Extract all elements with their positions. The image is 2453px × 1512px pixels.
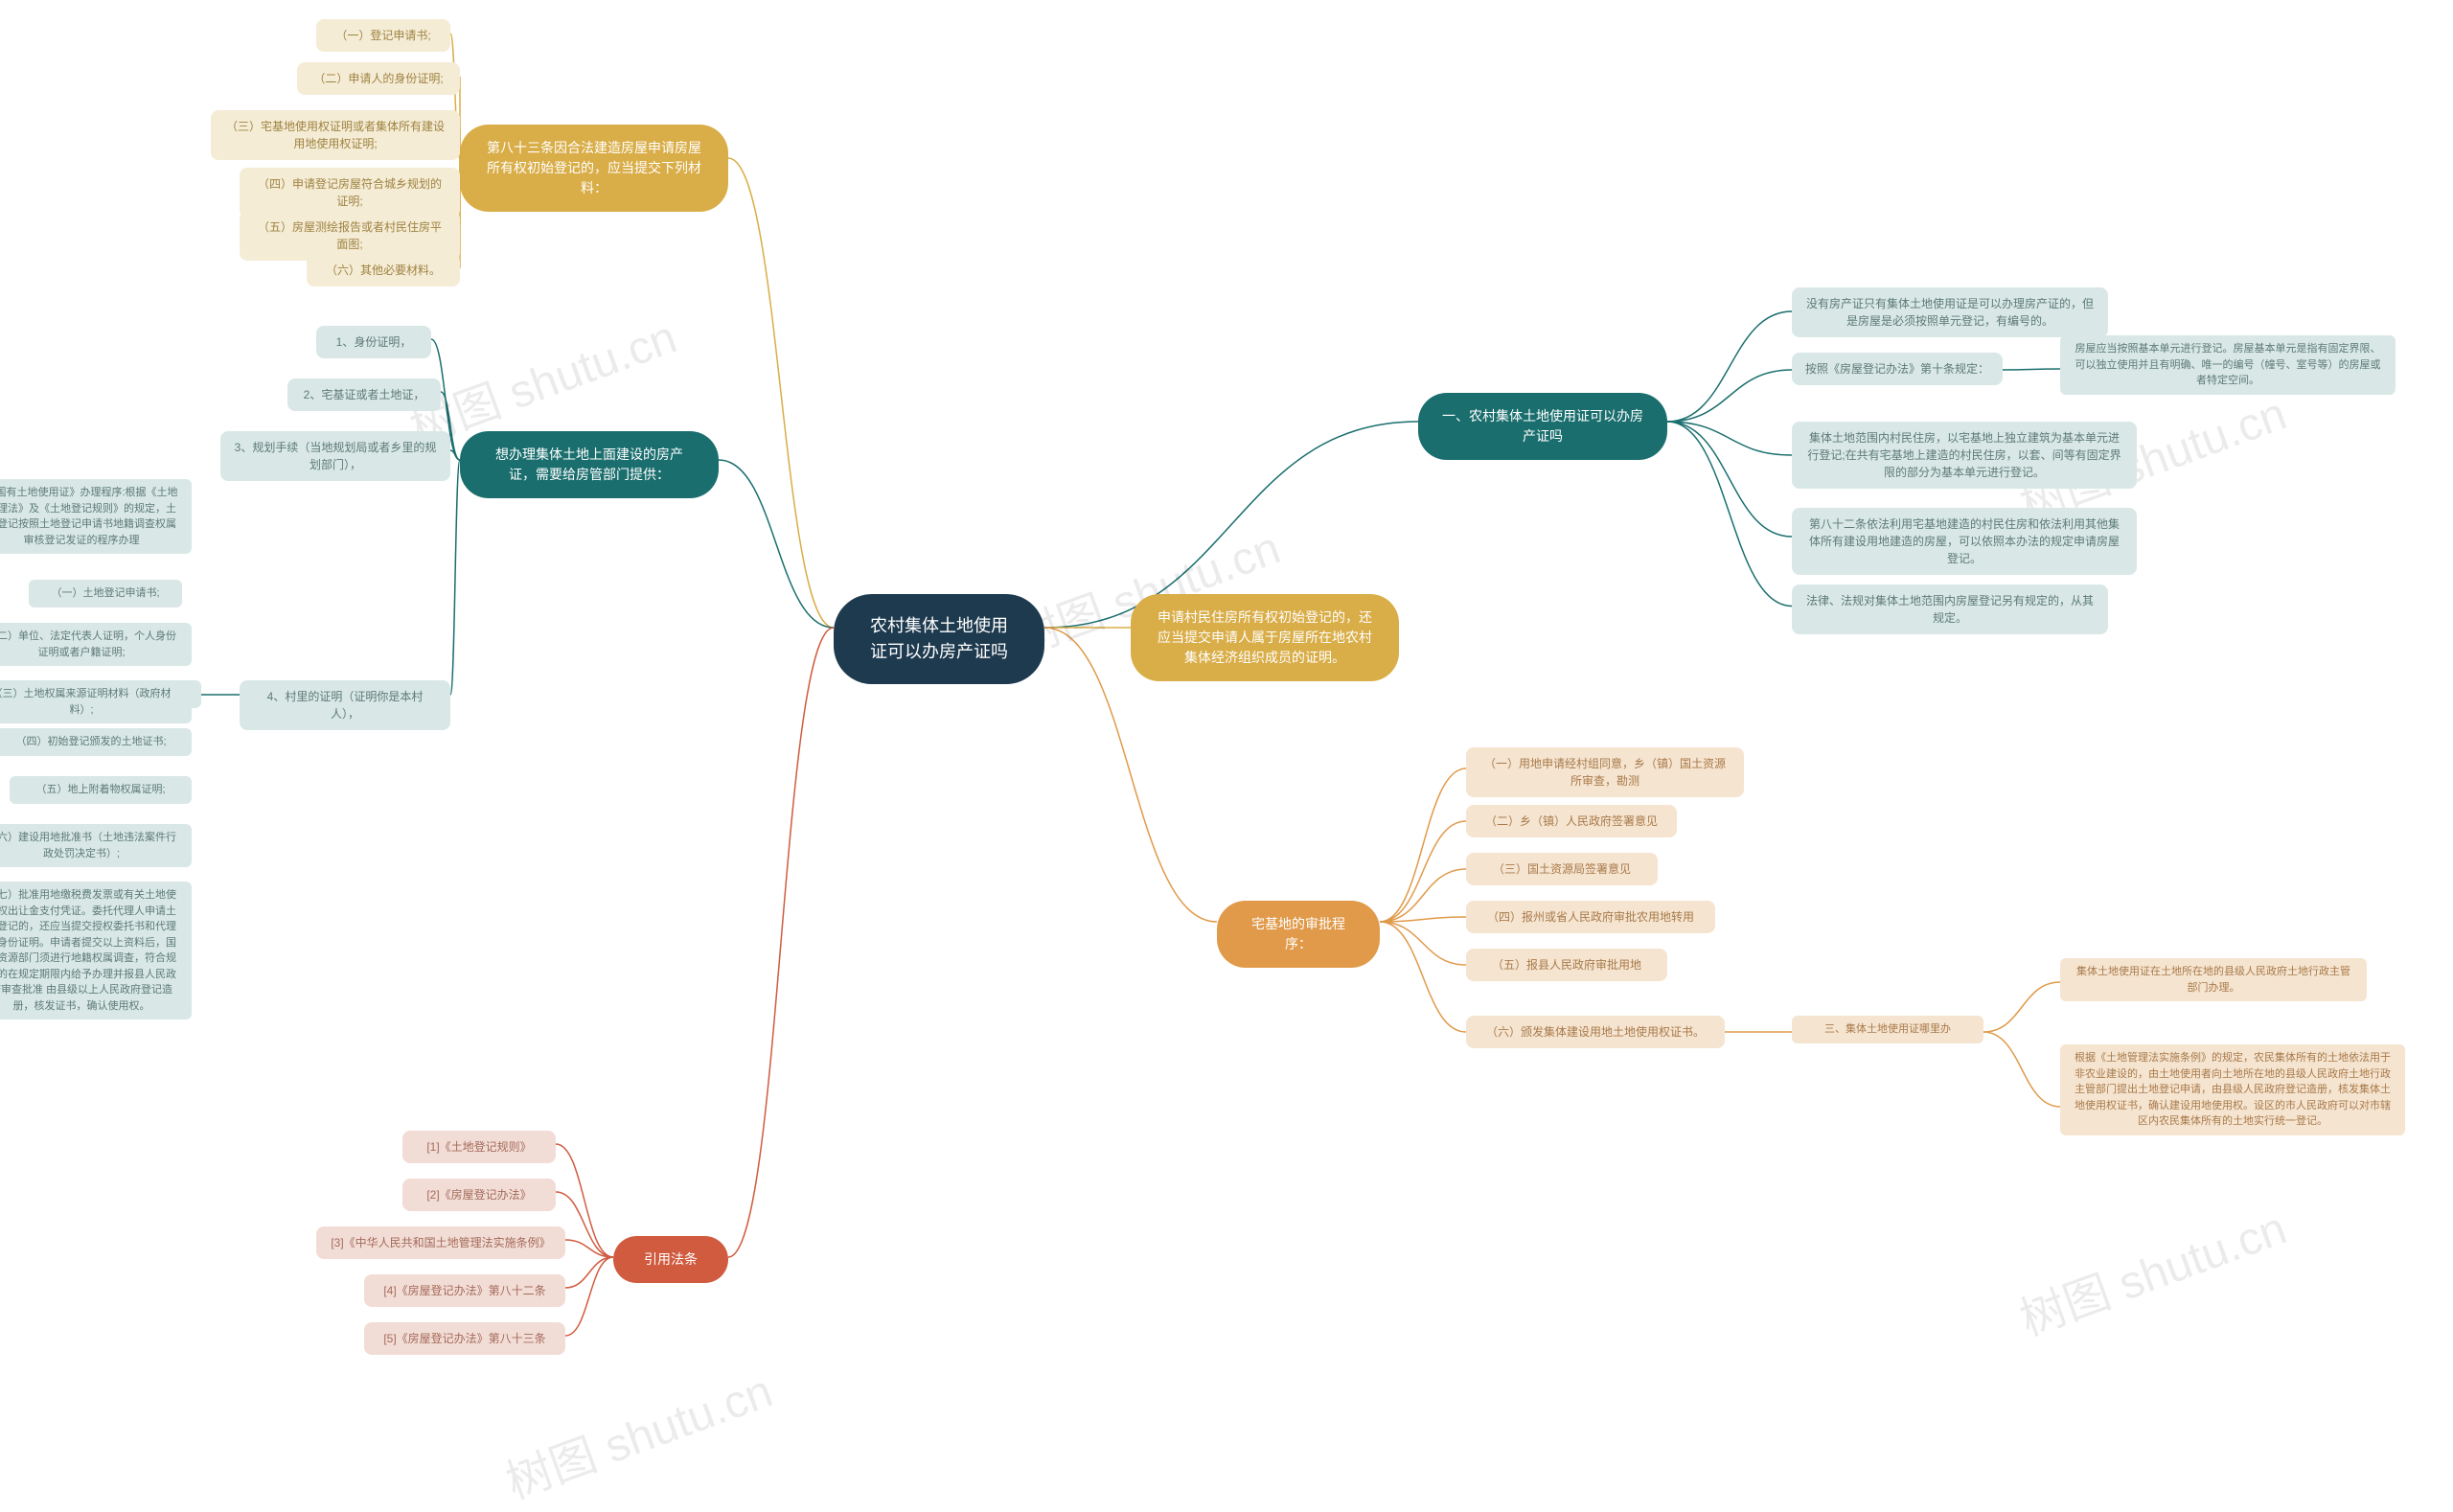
mindmap-node: （六）颁发集体建设用地土地使用权证书。 [1466, 1016, 1725, 1048]
mindmap-node: （四）报州或省人民政府审批农用地转用 [1466, 901, 1715, 933]
watermark: 树图 shutu.cn [2009, 1190, 2294, 1348]
mindmap-node: 集体土地使用证在土地所在地的县级人民政府土地行政主管部门办理。 [2060, 958, 2367, 1001]
mindmap-node: （七）批准用地缴税费发票或有关土地使用权出让金支付凭证。委托代理人申请土地登记的… [0, 882, 192, 1019]
mindmap-node: 3、规划手续（当地规划局或者乡里的规划部门）， [220, 431, 450, 481]
mindmap-node: （一）土地登记申请书; [29, 580, 182, 607]
mindmap-node: 没有房产证只有集体土地使用证是可以办理房产证的，但是房屋是必须按照单元登记，有编… [1792, 287, 2108, 337]
mindmap-node: （四）初始登记颁发的土地证书; [0, 728, 192, 756]
mindmap-node: [3]《中华人民共和国土地管理法实施条例》 [316, 1226, 565, 1259]
mindmap-node: （一）用地申请经村组同意，乡（镇）国土资源所审查，勘测 [1466, 747, 1744, 797]
mindmap-node: 引用法条 [613, 1236, 728, 1283]
mindmap-node: （三）宅基地使用权证明或者集体所有建设用地使用权证明; [211, 110, 460, 160]
mindmap-node: 想办理集体土地上面建设的房产证，需要给房管部门提供： [460, 431, 719, 498]
mindmap-node: 三、集体土地使用证哪里办 [1792, 1016, 1983, 1043]
mindmap-node: （三）国土资源局签署意见 [1466, 853, 1658, 885]
mindmap-node: 一、农村集体土地使用证可以办房产证吗 [1418, 393, 1667, 460]
mindmap-node: 按照《房屋登记办法》第十条规定： [1792, 353, 2003, 385]
mindmap-node: 房屋应当按照基本单元进行登记。房屋基本单元是指有固定界限、可以独立使用并且有明确… [2060, 335, 2396, 395]
mindmap-node: （二）单位、法定代表人证明，个人身份证明或者户籍证明; [0, 623, 192, 666]
mindmap-node: [1]《土地登记规则》 [402, 1131, 556, 1163]
mindmap-node: 1、身份证明， [316, 326, 431, 358]
mindmap-node: （一）登记申请书; [316, 19, 450, 52]
mindmap-node: [2]《房屋登记办法》 [402, 1179, 556, 1211]
mindmap-node: 第八十三条因合法建造房屋申请房屋所有权初始登记的，应当提交下列材料： [460, 125, 728, 212]
mindmap-node: 根据《土地管理法实施条例》的规定，农民集体所有的土地依法用于非农业建设的，由土地… [2060, 1044, 2405, 1135]
mindmap-node: [4]《房屋登记办法》第八十二条 [364, 1274, 565, 1307]
mindmap-node: [5]《房屋登记办法》第八十三条 [364, 1322, 565, 1355]
mindmap-node: （五）报县人民政府审批用地 [1466, 949, 1667, 981]
mindmap-node: （六）建设用地批准书（土地违法案件行政处罚决定书）; [0, 824, 192, 867]
mindmap-node: 集体土地范围内村民住房，以宅基地上独立建筑为基本单元进行登记;在共有宅基地上建造… [1792, 422, 2137, 489]
mindmap-node: 第八十二条依法利用宅基地建造的村民住房和依法利用其他集体所有建设用地建造的房屋，… [1792, 508, 2137, 575]
mindmap-node: （二）乡（镇）人民政府签署意见 [1466, 805, 1677, 837]
mindmap-node: 宅基地的审批程序： [1217, 901, 1380, 968]
mindmap-node: 2、宅基证或者土地证， [287, 378, 441, 411]
mindmap-node: （六）其他必要材料。 [307, 254, 460, 286]
mindmap-node: （二）申请人的身份证明; [297, 62, 460, 95]
mindmap-node: （三）土地权属来源证明材料（政府材料）; [0, 680, 192, 723]
mindmap-node: 《国有土地使用证》办理程序:根据《土地管理法》及《土地登记规则》的规定，土地登记… [0, 479, 192, 554]
mindmap-node: 申请村民住房所有权初始登记的，还应当提交申请人属于房屋所在地农村集体经济组织成员… [1131, 594, 1399, 681]
mindmap-node: 4、村里的证明（证明你是本村人）， [240, 680, 450, 730]
mindmap-node: 农村集体土地使用证可以办房产证吗 [834, 594, 1044, 684]
mindmap-node: 法律、法规对集体土地范围内房屋登记另有规定的，从其规定。 [1792, 584, 2108, 634]
watermark: 树图 shutu.cn [495, 1353, 780, 1511]
mindmap-node: （五）地上附着物权属证明; [10, 776, 192, 804]
